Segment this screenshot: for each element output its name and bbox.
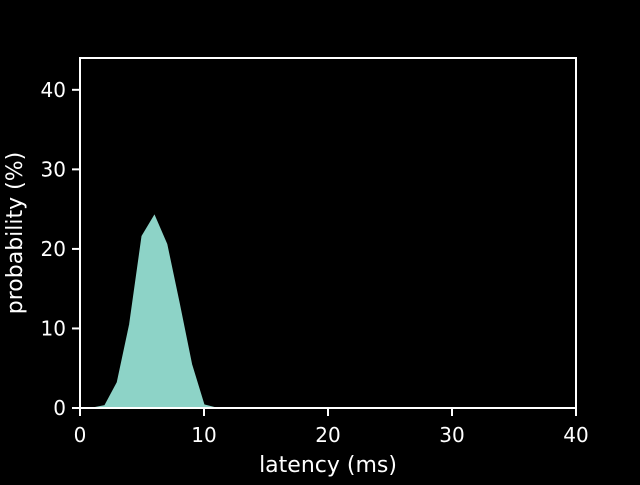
y-tick-label: 30 xyxy=(41,157,66,181)
area-series-0 xyxy=(80,214,576,409)
y-tick-label: 20 xyxy=(41,237,66,261)
y-tick-label: 10 xyxy=(41,316,66,340)
x-axis: 0 10 20 30 40 xyxy=(74,408,589,447)
x-tick-label: 20 xyxy=(315,423,340,447)
x-axis-label: latency (ms) xyxy=(259,453,397,478)
y-axis: 0 10 20 30 40 xyxy=(41,78,80,420)
y-axis-label: probability (%) xyxy=(3,152,28,314)
x-tick-label: 0 xyxy=(74,423,87,447)
plot-area xyxy=(80,214,576,409)
x-tick-label: 30 xyxy=(439,423,464,447)
y-tick-label: 0 xyxy=(53,396,66,420)
x-tick-label: 10 xyxy=(191,423,216,447)
x-tick-label: 40 xyxy=(563,423,588,447)
y-tick-label: 40 xyxy=(41,78,66,102)
